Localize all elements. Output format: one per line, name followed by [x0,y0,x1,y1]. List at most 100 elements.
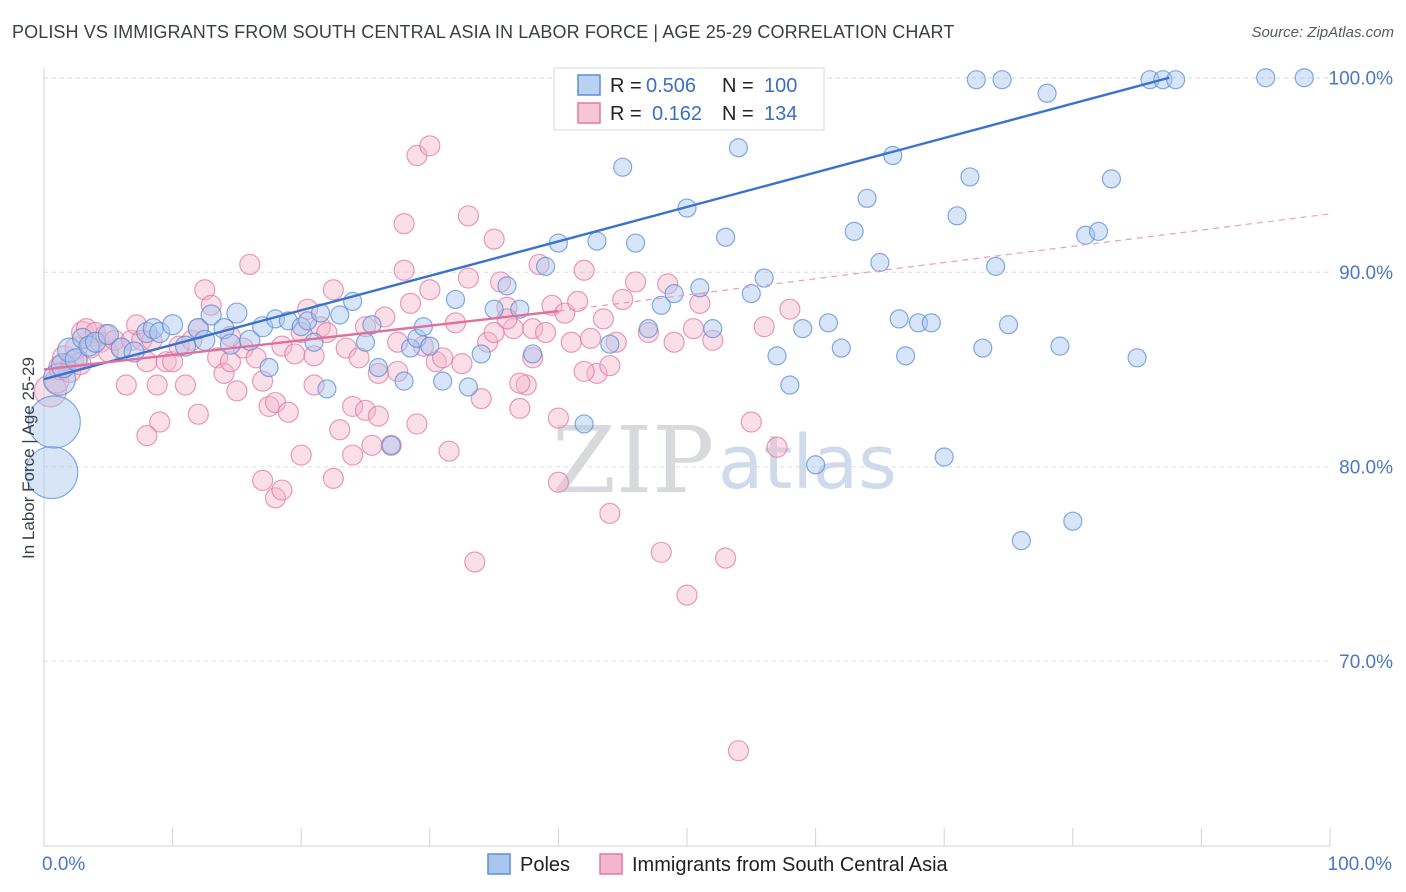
immigrants-point [322,279,344,301]
poles-point [966,70,986,90]
legend-n-label-poles: N = [722,75,754,97]
immigrants-point [727,740,750,762]
immigrants-point [406,413,428,435]
poles-point [831,338,851,358]
immigrants-point [303,345,325,367]
poles-point [1127,348,1147,368]
poles-point [1101,169,1121,189]
series-immigrants-points [33,135,801,762]
immigrants-point [573,259,595,281]
immigrants-point [284,343,306,365]
legend-r-label-poles: R = [610,75,642,97]
immigrants-point [451,353,473,375]
immigrants-point [599,354,621,377]
poles-point [149,321,171,344]
immigrants-point [766,436,788,458]
poles-point [162,314,184,336]
poles-point [651,295,671,315]
immigrants-point [534,321,557,344]
immigrants-point [361,434,383,456]
poles-point [896,346,916,366]
x-axis-ticks [43,828,1331,846]
y-axis-tick-labels: 70.0% 80.0% 90.0% 100.0% [1329,69,1394,673]
poles-point [84,331,107,353]
immigrants-point [547,407,570,429]
legend-n-label-immigrants: N = [722,103,754,125]
y-tick-label: 100.0% [1329,69,1394,90]
immigrants-point [329,419,351,441]
poles-point [818,313,839,333]
poles-point [25,445,79,500]
bottom-legend-swatch-immigrants [599,853,623,875]
y-tick-label: 80.0% [1339,458,1393,479]
immigrants-point [657,273,679,295]
immigrants-point [599,502,621,525]
poles-point [1037,83,1057,103]
y-tick-label: 70.0% [1339,652,1393,673]
poles-point [587,231,607,251]
legend-swatch-poles [577,74,601,96]
watermark-zip: ZIP [552,407,714,514]
bottom-legend-label-poles: Poles [520,854,570,876]
poles-point [754,268,774,288]
poles-point [226,302,248,324]
immigrants-point [522,347,544,369]
immigrants-point [226,380,248,402]
immigrants-point [560,331,582,353]
immigrants-point [213,362,235,384]
immigrants-point [252,469,274,491]
immigrants-point [579,327,602,349]
legend-box: R = 0.506 N = 100 R = 0.162 N = 134 [553,67,825,131]
immigrants-point [567,290,589,312]
poles-point [613,157,633,177]
poles-point [574,414,594,434]
poles-point [420,336,440,356]
immigrants-point [779,298,801,320]
poles-point [638,319,659,339]
immigrants-point [612,288,634,311]
poles-point [381,435,401,455]
immigrants-point [528,253,550,276]
immigrants-point [290,444,312,466]
legend-r-label-immigrants: R = [610,103,642,125]
watermark-atlas: atlas [718,420,897,506]
chart-source: Source: ZipAtlas.com [1251,24,1394,41]
immigrants-point [162,351,184,373]
poles-point [986,256,1006,276]
poles-point [805,455,826,475]
immigrants-point [714,547,737,569]
poles-point [200,304,222,326]
poles-point [780,375,800,395]
immigrants-point [483,228,505,250]
poles-point [523,344,543,364]
immigrants-point [419,135,441,157]
immigrants-point [753,316,775,338]
poles-point [330,305,350,325]
immigrants-point [605,331,627,353]
poles-point [664,284,684,304]
y-tick-label: 90.0% [1339,263,1393,284]
immigrants-point [342,395,364,418]
poles-point [1050,336,1070,356]
poles-point [1294,68,1314,88]
poles-point [625,233,646,253]
legend-n-value-immigrants: 134 [764,103,797,125]
immigrants-point [146,374,168,396]
poles-point [767,346,787,366]
chart-title: POLISH VS IMMIGRANTS FROM SOUTH CENTRAL … [12,22,955,42]
immigrants-point [663,331,685,353]
immigrants-point [464,551,486,573]
poles-point [484,299,504,319]
poles-point [857,188,877,208]
immigrants-point [740,411,762,433]
immigrants-point [457,267,479,289]
immigrants-point [689,292,711,314]
trend-line-immigrants [43,309,559,371]
immigrants-point [342,444,364,466]
immigrants-point [399,292,422,314]
bottom-legend-swatch-poles [487,853,511,875]
poles-point [259,357,279,378]
poles-point [844,221,864,241]
poles-point [497,276,517,296]
